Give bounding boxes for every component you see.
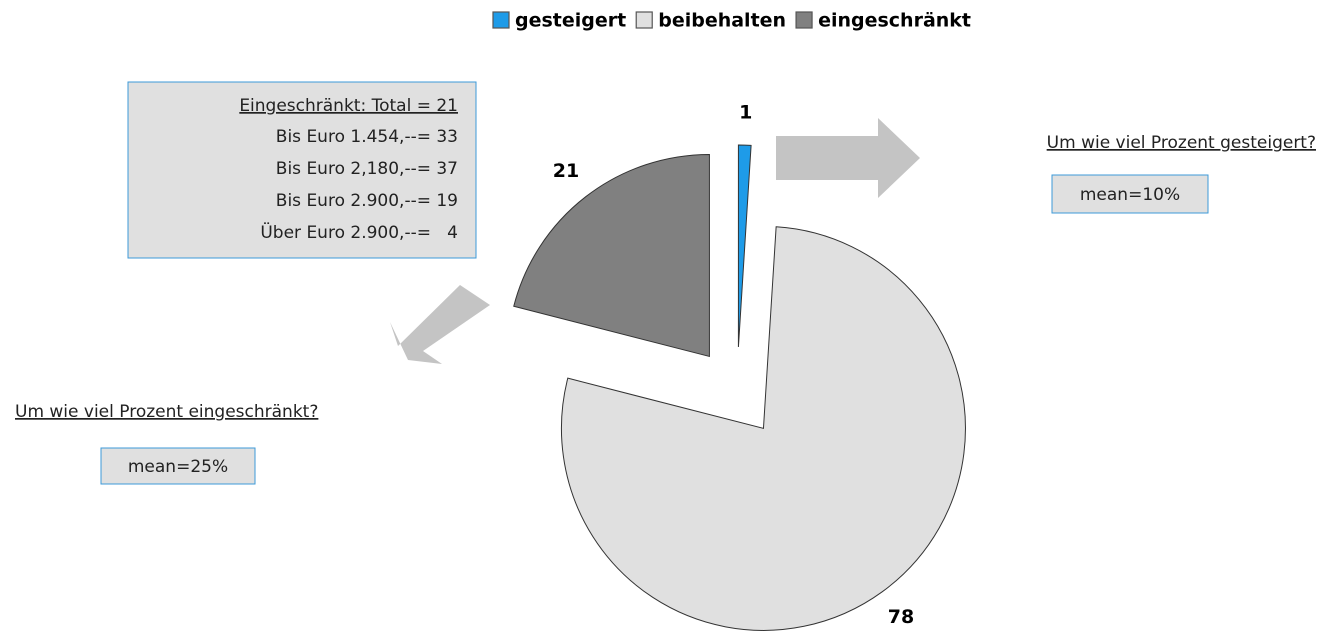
legend-swatch [492,11,510,29]
legend-label: gesteigert [515,10,626,32]
arrow-down-left [390,285,490,364]
annotation-box [127,81,477,259]
data-label: 21 [553,160,579,182]
legend-label: eingeschränkt [818,10,971,32]
pie-slice [560,226,966,631]
annotation-question: Um wie viel Prozent eingeschränkt? [15,402,318,422]
annotation-line: Bis Euro 2,180,--= 37 [276,159,458,179]
mean-box [100,447,256,485]
mean-box [1051,174,1209,214]
mean-text: mean=10% [1080,185,1180,205]
annotation-line: Bis Euro 2.900,--= 19 [276,191,458,211]
pie-slice [737,144,752,348]
legend-swatch [795,11,813,29]
legend-swatch [635,11,653,29]
mean-text: mean=25% [128,457,228,477]
data-label: 1 [739,102,752,124]
data-label: 78 [888,606,914,628]
annotation-line: Über Euro 2.900,--= 4 [260,221,458,243]
pie-slice [513,153,710,358]
legend-label: beibehalten [658,10,786,32]
arrow-right [776,118,920,198]
annotation-line: Bis Euro 1.454,--= 33 [276,127,458,147]
annotation-question: Um wie viel Prozent gesteigert? [1047,133,1316,153]
annotation-line: Eingeschränkt: Total = 21 [239,96,458,116]
